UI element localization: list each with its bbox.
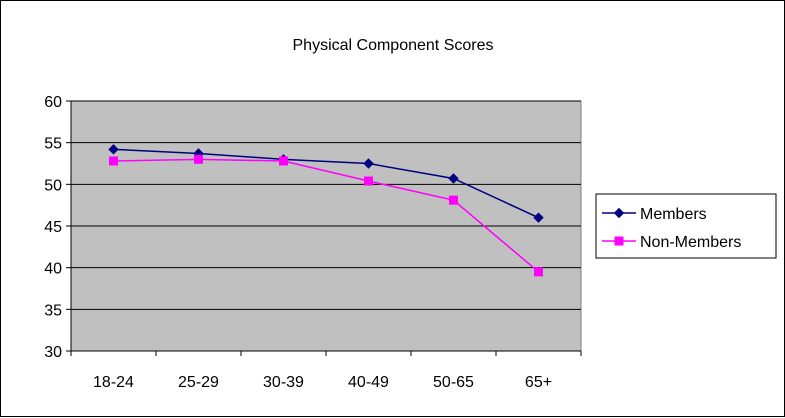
data-point-non-members [534, 267, 543, 277]
data-point-members [363, 158, 374, 169]
x-tick-label: 18-24 [93, 374, 134, 391]
data-point-members [448, 173, 459, 184]
y-tick-label: 50 [44, 177, 62, 194]
legend-marker-members [613, 207, 625, 219]
legend-label-non-members: Non-Members [640, 234, 741, 251]
legend-label-members: Members [640, 206, 707, 223]
data-point-members [108, 144, 119, 155]
y-tick-label: 35 [44, 302, 62, 319]
data-point-non-members [109, 156, 118, 166]
x-tick-label: 50-65 [433, 374, 474, 391]
data-point-non-members [364, 176, 373, 186]
x-tick-label: 30-39 [263, 374, 304, 391]
x-tick-label: 40-49 [348, 374, 389, 391]
x-tick-label: 65+ [525, 374, 552, 391]
y-tick-label: 45 [44, 219, 62, 236]
legend-box [595, 193, 777, 259]
y-tick-label: 40 [44, 261, 62, 278]
y-tick-label: 30 [44, 344, 62, 361]
data-point-members [533, 212, 544, 223]
data-point-non-members [194, 154, 203, 164]
legend-marker-non-members [614, 236, 624, 246]
series-line-members [113, 148, 539, 219]
legend: Members Non-Members [595, 193, 777, 259]
data-point-non-members [279, 156, 288, 166]
series-line-non-members [113, 158, 539, 273]
data-point-non-members [449, 195, 458, 205]
x-tick-label: 25-29 [178, 374, 219, 391]
chart-title: Physical Component Scores [293, 37, 494, 54]
y-tick-label: 60 [44, 94, 62, 111]
y-tick-label: 55 [44, 136, 62, 153]
